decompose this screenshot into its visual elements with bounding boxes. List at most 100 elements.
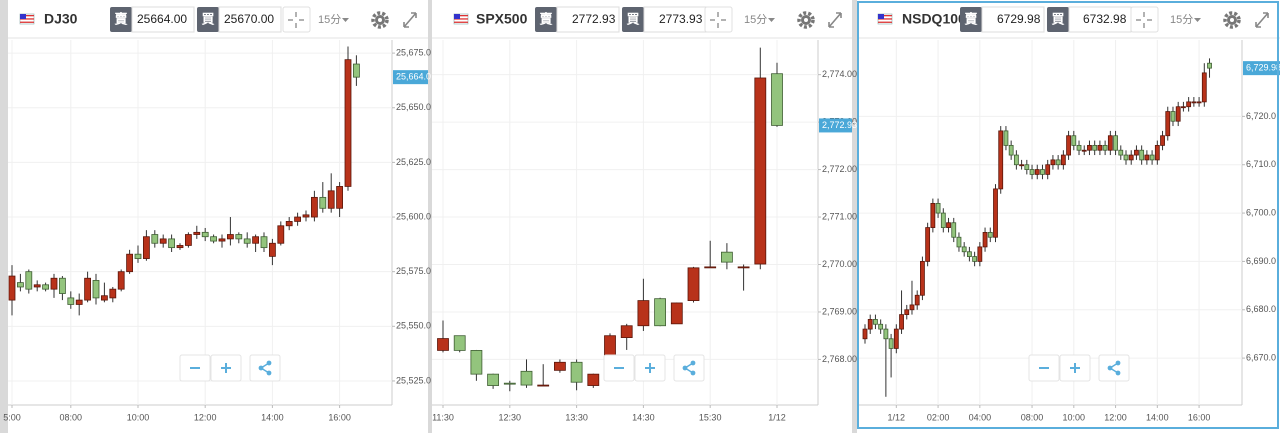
candle-body: [50, 277, 58, 290]
expand-icon[interactable]: [828, 12, 842, 28]
sell-label-box[interactable]: [535, 7, 557, 32]
y-tick-label: 25,550.0: [396, 321, 431, 331]
candle-body: [159, 238, 167, 244]
candle-body: [277, 225, 285, 244]
y-tick-label: 6,700.0: [1246, 207, 1276, 217]
settings-hole: [804, 18, 808, 22]
candle-body: [437, 338, 449, 351]
candle-body: [243, 238, 251, 244]
crosshair-button[interactable]: [1130, 6, 1159, 33]
buy-label: 買: [201, 11, 214, 26]
x-tick-label: 14:30: [632, 412, 655, 422]
y-tick-label: 25,525.0: [396, 375, 431, 385]
candle-body: [1087, 144, 1092, 151]
x-tick-label: 08:00: [1021, 412, 1044, 422]
symbol: DJ30: [44, 11, 78, 27]
candle-body: [1113, 135, 1118, 151]
candle-body: [92, 280, 100, 299]
candle-body: [1081, 149, 1087, 152]
share-icon-dot: [690, 370, 696, 376]
candle-body: [1149, 154, 1155, 161]
share-button[interactable]: [673, 354, 705, 382]
flag-canton: [454, 14, 460, 19]
candle-body: [1097, 144, 1103, 151]
x-tick-label: 02:00: [927, 412, 950, 422]
candle-body: [319, 196, 327, 209]
candle-body: [935, 203, 941, 214]
settings-hole: [1230, 18, 1234, 22]
bid-price: 25664.00: [137, 12, 187, 26]
settings-icon[interactable]: [1223, 11, 1241, 29]
settings-icon[interactable]: [371, 11, 389, 29]
candle-body: [142, 236, 150, 259]
candle-body: [982, 232, 988, 248]
candle-body: [1019, 164, 1024, 167]
candle-body: [327, 190, 335, 209]
candle-body: [1134, 149, 1139, 156]
candle-body: [737, 266, 750, 269]
x-tick-label: 08:00: [60, 412, 83, 422]
y-tick-label: 2,774.00: [822, 69, 857, 79]
candle-body: [352, 63, 360, 78]
candle-body: [1207, 62, 1212, 69]
last-price-box: [393, 70, 428, 85]
candle-body: [16, 282, 24, 288]
candle-body: [201, 231, 209, 238]
candle-body: [260, 236, 268, 249]
share-button[interactable]: [249, 354, 281, 382]
candle-body: [184, 234, 192, 246]
x-tick-label: 1/12: [888, 412, 906, 422]
flag-stripe: [454, 21, 468, 23]
interval[interactable]: 15分: [1170, 13, 1193, 26]
crosshair-button[interactable]: [704, 6, 733, 33]
share-icon-dot: [266, 360, 272, 366]
ask-price: 2773.93: [659, 12, 703, 26]
expand-icon[interactable]: [1255, 12, 1269, 28]
candle-body: [914, 294, 920, 306]
x-tick-label: 10:00: [127, 412, 150, 422]
candle-body: [1003, 130, 1009, 146]
candle-body: [42, 284, 49, 290]
y-tick-label: 6,710.0: [1246, 159, 1276, 169]
candle-body: [487, 373, 500, 386]
crosshair-button[interactable]: [282, 6, 311, 33]
y-tick-label: 2,769.00: [822, 306, 857, 316]
last-price-label: 2,772.93: [822, 120, 857, 130]
interval-caret: [342, 18, 349, 22]
candle-body: [1186, 101, 1192, 108]
expand-icon[interactable]: [403, 12, 417, 28]
y-tick-label: 6,670.0: [1246, 352, 1276, 362]
sell-label-box[interactable]: [110, 7, 132, 32]
interval[interactable]: 15分: [744, 13, 767, 26]
interval[interactable]: 15分: [318, 13, 341, 26]
candle-body: [940, 212, 946, 228]
candle-body: [1050, 159, 1056, 166]
last-price-label: 25,664.0: [396, 72, 431, 82]
candle-body: [956, 236, 962, 248]
flag-canton: [878, 14, 884, 19]
x-tick-label: 5:00: [3, 412, 21, 422]
candle-body: [637, 300, 650, 327]
candle-body: [252, 236, 260, 244]
y-tick-label: 25,650.0: [396, 102, 431, 112]
buy-label-box[interactable]: [1047, 7, 1069, 32]
buy-label-box[interactable]: [622, 7, 644, 32]
settings-icon[interactable]: [797, 11, 815, 29]
y-tick-label: 25,675.0: [396, 47, 431, 57]
buy-label-box[interactable]: [197, 7, 219, 32]
share-button[interactable]: [1098, 354, 1130, 382]
share-icon-dot: [1115, 370, 1121, 376]
x-tick-label: 14:00: [1146, 412, 1169, 422]
candle-body: [33, 284, 41, 288]
candle-body: [1045, 164, 1051, 175]
flag-stripe: [20, 21, 34, 23]
interval-caret: [1194, 18, 1201, 22]
x-tick-label: 12:00: [1104, 412, 1127, 422]
candle-body: [503, 382, 516, 385]
candle-body: [998, 130, 1004, 190]
sell-label-box[interactable]: [960, 7, 982, 32]
candle-body: [1181, 106, 1186, 109]
y-tick-label: 2,768.00: [822, 354, 857, 364]
x-tick-label: 04:00: [969, 412, 992, 422]
candle-body: [344, 59, 352, 187]
